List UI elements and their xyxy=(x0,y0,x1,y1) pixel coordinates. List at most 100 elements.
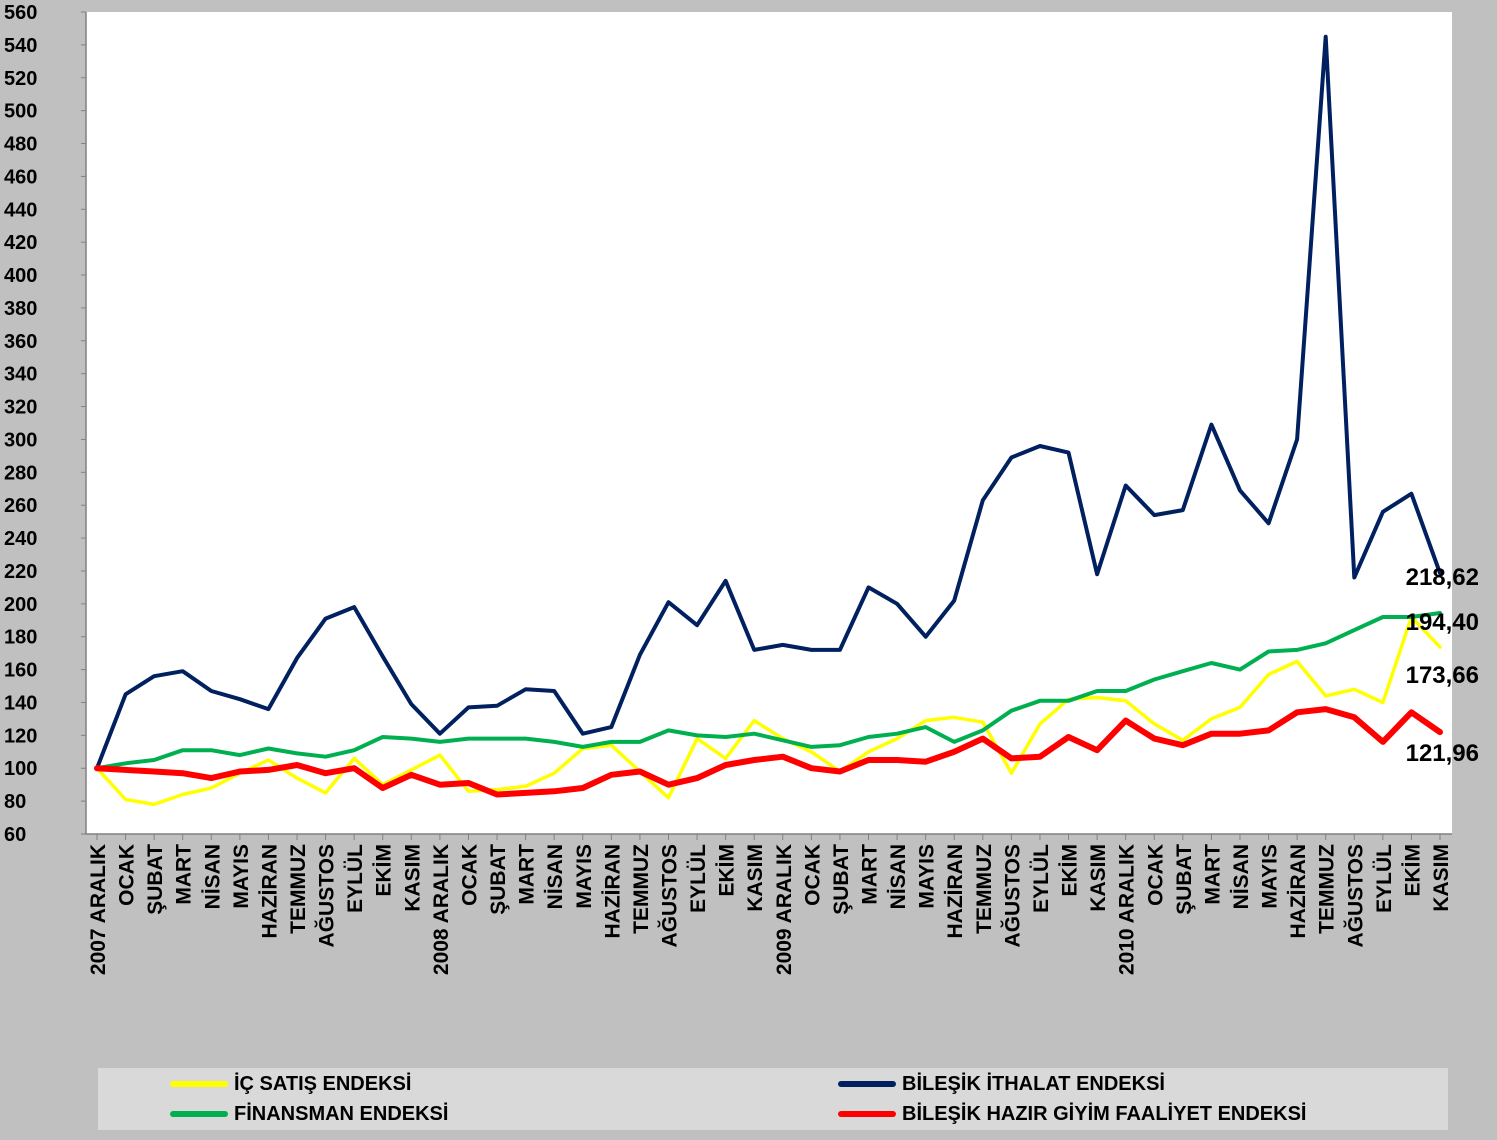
x-tick-label: OCAK xyxy=(801,844,824,906)
x-tick-label: TEMMUZ xyxy=(630,844,653,934)
legend-label-ic-satis: İÇ SATIŞ ENDEKSİ xyxy=(234,1072,412,1095)
legend-label-ithalat: BİLEŞİK İTHALAT ENDEKSİ xyxy=(902,1072,1165,1095)
x-tick-label: AĞUSTOS xyxy=(1000,844,1024,947)
legend-swatch-ic-satis xyxy=(170,1081,228,1087)
plot-area xyxy=(86,12,1452,834)
x-tick-label: ŞUBAT xyxy=(487,844,510,915)
y-tick-label: 480 xyxy=(4,134,37,156)
y-tick-label: 300 xyxy=(4,429,37,451)
y-tick-label: 400 xyxy=(4,265,37,287)
legend-item-ithalat: BİLEŞİK İTHALAT ENDEKSİ xyxy=(838,1070,1165,1098)
end-labels: 173,66 218,62 194,40 121,96 xyxy=(1406,564,1479,767)
x-tick-label: EYLÜL xyxy=(1373,844,1396,913)
legend-item-finansman: FİNANSMAN ENDEKSİ xyxy=(170,1100,448,1128)
x-tick-label: ŞUBAT xyxy=(144,844,167,915)
x-tick-label: EKİM xyxy=(716,844,739,897)
x-tick-label: KASIM xyxy=(401,844,424,912)
x-tick-label: AĞUSTOS xyxy=(657,844,681,947)
y-tick-label: 260 xyxy=(4,495,37,517)
y-tick-label: 440 xyxy=(4,199,37,221)
x-tick-label: HAZİRAN xyxy=(1287,844,1310,939)
y-tick-label: 500 xyxy=(4,101,37,123)
x-tick-label: OCAK xyxy=(116,844,139,906)
x-tick-label: NİSAN xyxy=(544,844,567,909)
legend-item-hazir-giyim: BİLEŞİK HAZIR GİYİM FAALİYET ENDEKSİ xyxy=(838,1100,1306,1128)
x-tick-label: EKİM xyxy=(1401,844,1424,897)
x-tick-label: MART xyxy=(173,844,196,905)
x-tick-label: MART xyxy=(516,844,539,905)
end-value-label: 194,40 xyxy=(1406,609,1479,636)
y-tick-label: 340 xyxy=(4,364,37,386)
y-tick-label: 360 xyxy=(4,331,37,353)
x-tick-label: MAYIS xyxy=(916,844,939,909)
x-tick-label: AĞUSTOS xyxy=(315,844,339,947)
x-axis: 2007 ARALIK OCAK ŞUBAT MART NİSAN MAYIS HAZİRA… xyxy=(86,833,1453,975)
series-layer xyxy=(94,34,1443,807)
x-tick-label: OCAK xyxy=(458,844,481,906)
x-tick-label: HAZİRAN xyxy=(258,844,281,939)
x-tick-label: EYLÜL xyxy=(344,844,367,913)
x-tick-label: KASIM xyxy=(1430,844,1453,912)
x-tick-label: MAYIS xyxy=(1259,844,1282,909)
legend: İÇ SATIŞ ENDEKSİ BİLEŞİK İTHALAT ENDEKSİ… xyxy=(98,1068,1448,1130)
x-tick-label: MAYIS xyxy=(573,844,596,909)
x-tick-label: TEMMUZ xyxy=(1316,844,1339,934)
x-tick-label: MAYIS xyxy=(230,844,253,909)
legend-item-ic-satis: İÇ SATIŞ ENDEKSİ xyxy=(170,1070,411,1098)
x-tick-label: AĞUSTOS xyxy=(1343,844,1367,947)
x-tick-label: KASIM xyxy=(744,844,767,912)
y-tick-label: 60 xyxy=(4,824,26,846)
x-tick-label: 2007 ARALIK xyxy=(87,844,110,975)
x-tick-label: NİSAN xyxy=(1230,844,1253,909)
x-tick-label: HAZİRAN xyxy=(601,844,624,939)
y-axis: 60 80 100 120 140 160 180 200 220 240 260 280 300 320… xyxy=(4,2,87,846)
x-tick-label: 2009 ARALIK xyxy=(773,844,796,975)
y-tick-label: 540 xyxy=(4,35,37,57)
y-tick-label: 200 xyxy=(4,594,37,616)
end-value-label: 121,96 xyxy=(1406,740,1479,767)
y-tick-label: 220 xyxy=(4,561,37,583)
x-tick-label: TEMMUZ xyxy=(973,844,996,934)
legend-label-finansman: FİNANSMAN ENDEKSİ xyxy=(234,1102,449,1125)
y-tick-label: 520 xyxy=(4,68,37,90)
x-tick-label: EKİM xyxy=(373,844,396,897)
end-value-label: 218,62 xyxy=(1406,564,1479,591)
y-tick-label: 460 xyxy=(4,166,37,188)
legend-swatch-finansman xyxy=(170,1111,228,1117)
y-tick-label: 140 xyxy=(4,692,37,714)
y-tick-label: 80 xyxy=(4,791,26,813)
y-tick-label: 240 xyxy=(4,528,37,550)
x-tick-label: 2010 ARALIK xyxy=(1116,844,1139,975)
x-tick-label: NİSAN xyxy=(887,844,910,909)
y-tick-label: 380 xyxy=(4,298,37,320)
x-tick-label: HAZİRAN xyxy=(944,844,967,939)
series-line-0 xyxy=(95,615,1442,807)
x-tick-label: TEMMUZ xyxy=(287,844,310,934)
series-line-3 xyxy=(94,706,1443,798)
y-tick-label: 280 xyxy=(4,462,37,484)
legend-label-hazir-giyim: BİLEŞİK HAZIR GİYİM FAALİYET ENDEKSİ xyxy=(902,1102,1307,1125)
legend-swatch-hazir-giyim xyxy=(838,1111,896,1117)
x-tick-label: OCAK xyxy=(1144,844,1167,906)
series-line-1 xyxy=(95,34,1442,771)
y-tick-label: 100 xyxy=(4,758,37,780)
x-tick-label: EYLÜL xyxy=(1030,844,1053,913)
x-tick-label: ŞUBAT xyxy=(830,844,853,915)
end-value-label: 173,66 xyxy=(1406,662,1479,689)
x-tick-label: 2008 ARALIK xyxy=(430,844,453,975)
y-tick-label: 120 xyxy=(4,725,37,747)
x-tick-label: MART xyxy=(859,844,882,905)
x-tick-label: EYLÜL xyxy=(687,844,710,913)
series-line-2 xyxy=(95,611,1442,771)
legend-swatch-ithalat xyxy=(838,1081,896,1087)
y-tick-label: 560 xyxy=(4,2,37,24)
x-tick-label: ŞUBAT xyxy=(1173,844,1196,915)
x-tick-label: NİSAN xyxy=(201,844,224,909)
y-tick-label: 180 xyxy=(4,627,37,649)
y-tick-label: 320 xyxy=(4,397,37,419)
x-tick-label: EKİM xyxy=(1059,844,1082,897)
y-tick-label: 160 xyxy=(4,660,37,682)
y-tick-label: 420 xyxy=(4,232,37,254)
